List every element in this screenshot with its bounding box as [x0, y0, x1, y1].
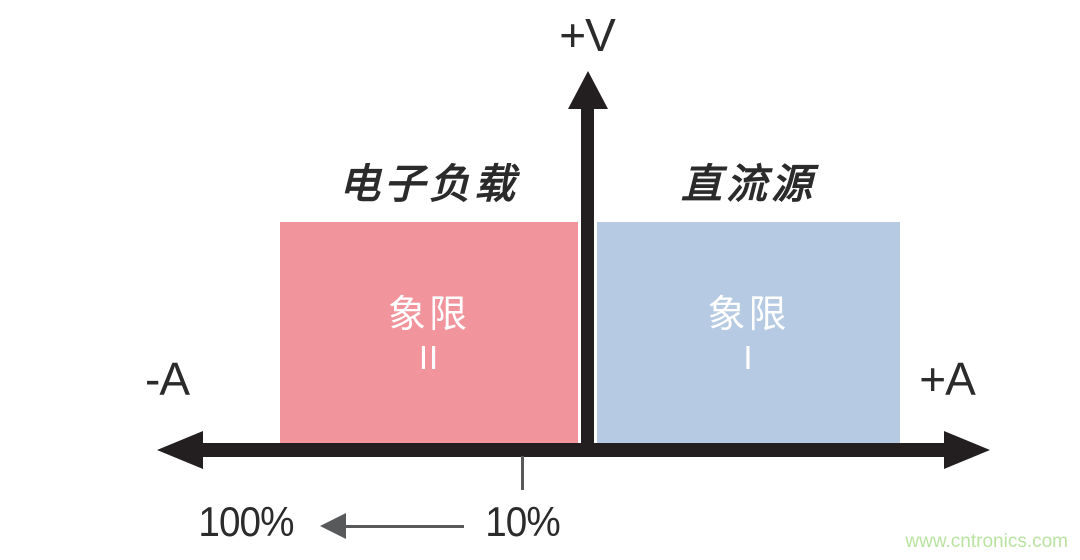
watermark-url: www.cntronics.com	[905, 531, 1068, 552]
scale-100-label: 100%	[198, 498, 294, 545]
v-axis-line	[581, 103, 594, 457]
neg-a-axis-label: -A	[145, 353, 190, 405]
h-axis-left-arrowhead-icon	[157, 431, 203, 469]
quadrant2-numeral: II	[418, 339, 440, 377]
quadrant1-rect: 象限 I	[597, 222, 900, 450]
quadrant2-rect: 象限 II	[280, 222, 578, 450]
v-axis-label: +V	[559, 9, 616, 61]
quadrant1-header: 直流源	[681, 161, 816, 207]
quadrant1-numeral: I	[743, 339, 754, 377]
scale-tick-mark	[521, 456, 524, 490]
h-axis-line	[192, 443, 948, 457]
v-axis-arrowhead-icon	[568, 71, 608, 109]
h-axis-right-arrowhead-icon	[944, 431, 990, 469]
scale-arrow-line	[338, 525, 464, 528]
pos-a-axis-label: +A	[919, 353, 976, 405]
quadrant2-name: 象限	[387, 294, 470, 337]
scale-10-label: 10%	[485, 498, 560, 545]
quadrant2-header: 电子负载	[339, 161, 519, 207]
quadrant1-name: 象限	[707, 294, 790, 337]
